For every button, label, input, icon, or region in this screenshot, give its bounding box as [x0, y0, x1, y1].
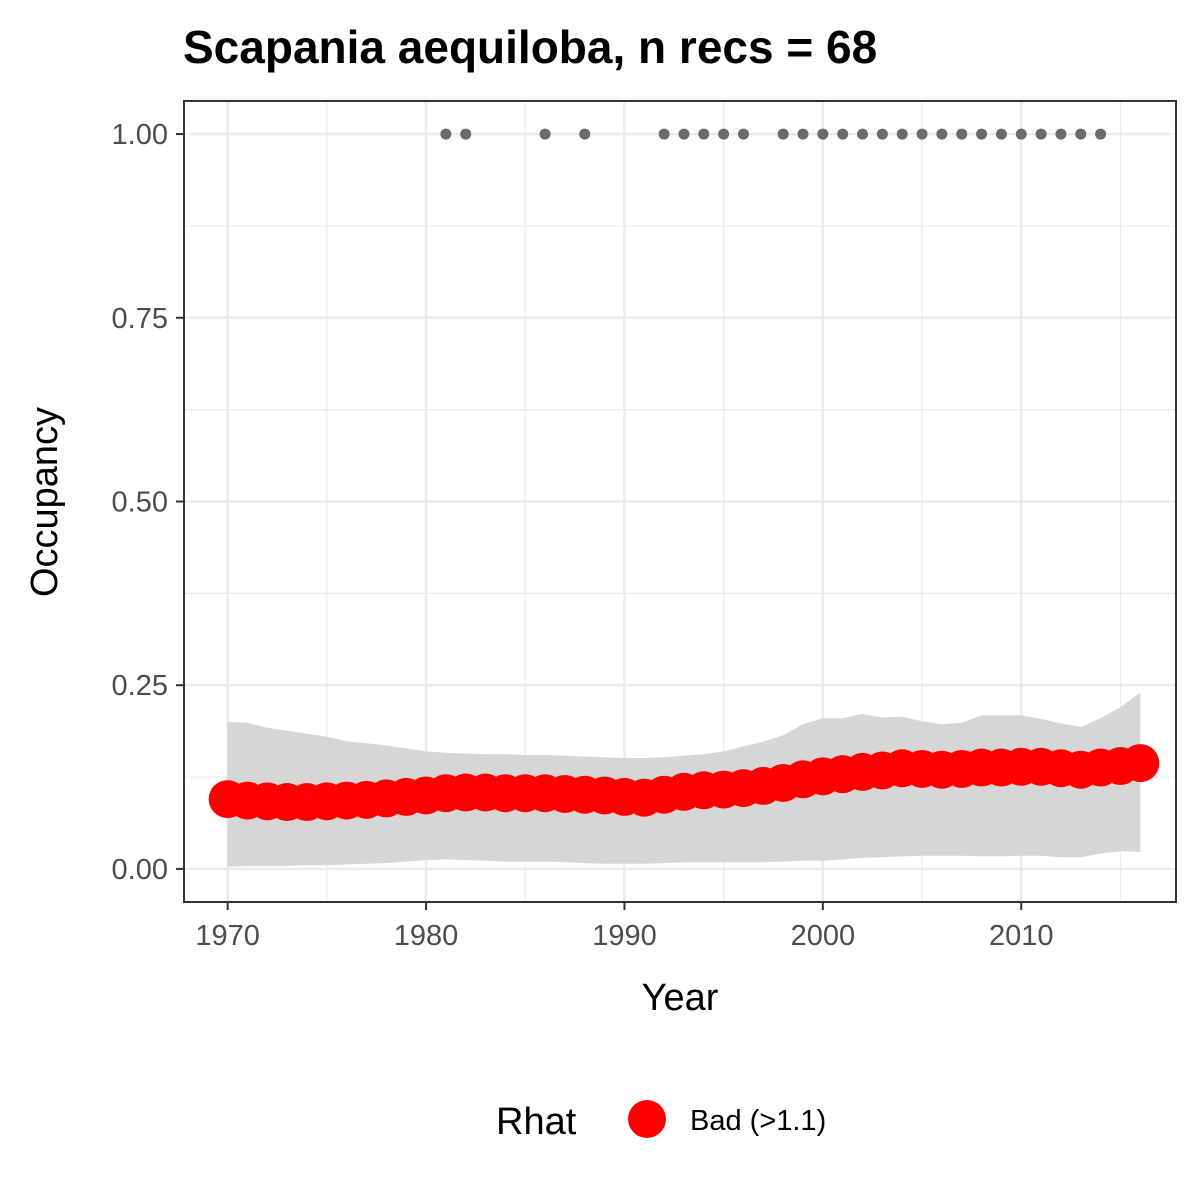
record-point — [857, 128, 869, 140]
record-point — [916, 128, 928, 140]
record-point — [737, 128, 749, 140]
y-tick-label: 0.50 — [112, 487, 168, 519]
record-point — [460, 128, 472, 140]
record-point — [876, 128, 888, 140]
x-axis: 1970 1980 1990 2000 2010 — [195, 902, 1054, 952]
x-tick-label: 2010 — [989, 920, 1054, 952]
chart-title: Scapania aequiloba, n recs = 68 — [183, 21, 877, 73]
record-point — [1035, 128, 1047, 140]
record-point — [995, 128, 1007, 140]
record-point — [440, 128, 452, 140]
record-point — [837, 128, 849, 140]
record-point — [896, 128, 908, 140]
legend-label-bad: Bad (>1.1) — [690, 1105, 826, 1137]
occupancy-series-layer — [208, 744, 1160, 822]
record-point — [817, 128, 829, 140]
x-tick-label: 1970 — [195, 920, 260, 952]
x-tick-label: 1990 — [592, 920, 657, 952]
record-point — [777, 128, 789, 140]
record-point — [797, 128, 809, 140]
x-tick-label: 2000 — [791, 920, 856, 952]
record-point — [956, 128, 968, 140]
occupancy-point — [1121, 744, 1160, 783]
legend: Rhat Bad (>1.1) — [496, 1100, 826, 1143]
record-point — [698, 128, 710, 140]
legend-key-bad — [628, 1100, 666, 1138]
y-tick-label: 0.25 — [112, 670, 168, 702]
y-tick-label: 0.75 — [112, 303, 168, 335]
record-point — [658, 128, 670, 140]
record-point — [1055, 128, 1067, 140]
record-point — [718, 128, 730, 140]
y-axis-title: Occupancy — [24, 407, 66, 597]
record-point — [1095, 128, 1107, 140]
record-point — [936, 128, 948, 140]
y-axis: 0.00 0.25 0.50 0.75 1.00 — [112, 119, 184, 886]
record-point — [1015, 128, 1027, 140]
legend-title: Rhat — [496, 1101, 577, 1143]
x-axis-title: Year — [642, 977, 719, 1019]
record-point — [976, 128, 988, 140]
record-point — [678, 128, 690, 140]
y-tick-label: 1.00 — [112, 119, 168, 151]
x-tick-label: 1980 — [394, 920, 459, 952]
y-tick-label: 0.00 — [112, 854, 168, 886]
record-point — [1075, 128, 1087, 140]
record-point — [539, 128, 551, 140]
record-point — [579, 128, 591, 140]
record-points-layer — [440, 128, 1107, 140]
